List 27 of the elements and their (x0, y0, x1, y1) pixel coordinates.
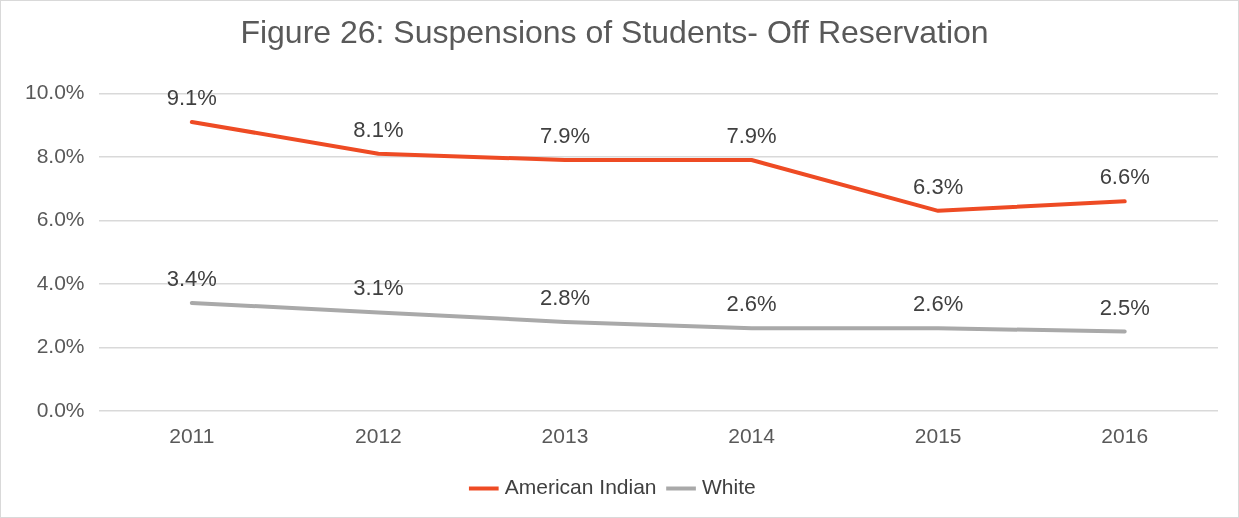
data-label: 8.1% (353, 116, 404, 142)
data-label: 2.6% (726, 291, 777, 317)
x-tick-label: 2011 (169, 424, 215, 448)
data-label: 7.9% (726, 123, 777, 149)
data-label: 7.9% (539, 123, 591, 149)
legend-label: White (702, 475, 756, 499)
y-tick-label: 10.0% (25, 80, 85, 104)
x-tick-label: 2015 (914, 424, 962, 448)
x-tick-label: 2016 (1101, 424, 1149, 448)
data-label: 6.3% (913, 173, 964, 199)
data-label: 3.1% (353, 275, 404, 301)
y-tick-label: 2.0% (36, 334, 85, 358)
y-tick-label: 0.0% (36, 397, 85, 421)
data-label: 9.1% (166, 85, 217, 111)
x-tick-label: 2014 (728, 424, 776, 448)
legend-label: American Indian (504, 475, 657, 499)
data-label: 3.4% (166, 265, 217, 291)
y-tick-label: 4.0% (36, 270, 85, 294)
y-tick-label: 8.0% (36, 143, 85, 167)
data-label: 2.5% (1099, 294, 1150, 320)
y-tick-label: 6.0% (36, 207, 85, 231)
x-tick-label: 2012 (355, 424, 402, 448)
data-label: 2.6% (913, 291, 964, 317)
data-label: 2.8% (539, 284, 591, 310)
data-label: 6.6% (1099, 164, 1150, 190)
x-tick-label: 2013 (541, 424, 589, 448)
chart-title: Figure 26: Suspensions of Students- Off Reservation (240, 14, 989, 51)
